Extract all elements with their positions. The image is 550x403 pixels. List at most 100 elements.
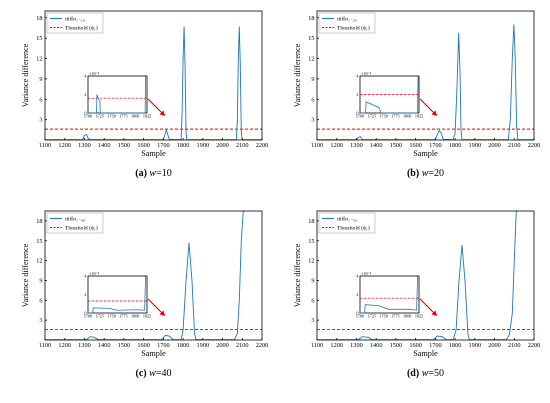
y-tick-label: 3 [39,317,42,324]
x-tick-label: 2200 [528,142,541,149]
inset-x-tick-label: 1750 [107,114,115,119]
x-tick-label: 1900 [469,342,482,349]
x-axis-label: Sample [141,349,166,358]
inset-y-tick-label: 4 [356,274,359,279]
inset-x-tick-label: 1800 [403,314,411,319]
plot-frame [44,10,263,141]
x-tick-label: 2200 [528,342,541,349]
series-line-0 [45,211,245,340]
inset-x-tick-label: 1725 [96,314,104,319]
x-tick-label: 1800 [177,142,190,149]
legend: diffσ₁₋₂₀ Threshold (ϕ₁) [318,12,376,34]
y-tick-label: 6 [39,96,42,103]
legend-label-series: diffσ₁₋₂₀ [337,16,357,23]
y-tick-label: 12 [308,56,314,63]
x-tick-label: 2000 [216,142,229,149]
caption-param: w [422,168,429,179]
y-tick-label: 18 [36,15,42,22]
x-tick-label: 1800 [177,342,190,349]
x-axis-label: Sample [141,149,166,158]
y-tick-label: 9 [311,76,314,83]
x-tick-label: 1200 [58,142,71,149]
series-line-0 [45,26,262,140]
arrow-icon [147,98,164,115]
x-tick-label: 1600 [409,342,422,349]
inset-y-tick-label: 4 [84,274,87,279]
x-tick-label: 1900 [197,342,210,349]
caption-letter: (d) [407,368,422,379]
caption-param: w [422,368,429,379]
arrow-head-icon [431,310,437,316]
inset-x-tick-label: 1725 [96,114,104,119]
inset-y-tick-label: 0 [84,111,86,116]
panel-caption: (b) w=20 [407,168,444,179]
x-tick-label: 1100 [39,142,51,149]
x-tick-label: 1700 [157,142,170,149]
legend-label-series: diffσ₁₋₁₀ [65,16,85,23]
arrow-icon [419,98,436,115]
x-tick-label: 1100 [311,142,323,149]
inset-x-tick-label: 1825 [143,114,151,119]
inset-frame [87,275,148,314]
inset-x-tick-label: 1750 [379,114,387,119]
x-tick-label: 1500 [118,342,131,349]
y-tick-label: 3 [39,117,42,124]
panel-caption: (a) w=10 [135,168,171,179]
inset-exponent-label: ×10⁻⁴ [361,271,372,276]
inset-y-tick-label: 4 [84,74,87,79]
x-tick-label: 1900 [469,142,482,149]
y-tick-label: 15 [36,35,42,42]
arrow-head-icon [159,310,165,316]
panel-caption: (c) w=40 [136,368,172,379]
x-tick-label: 1700 [429,342,442,349]
inset-exponent-label: ×10⁻⁴ [89,271,100,276]
legend-label-threshold: Threshold (ϕ₁) [65,25,98,32]
caption-param: w [149,168,156,179]
x-tick-label: 1600 [409,142,422,149]
legend-label-threshold: Threshold (ϕ₁) [337,25,370,32]
arrow-head-icon [431,110,437,116]
plot-frame [316,10,535,141]
inset-chart: 1700 1725 1750 1775 1800 1825 0 2 4 ×10⁻⁴ [356,271,423,319]
x-tick-label: 1300 [350,142,363,149]
y-tick-label: 12 [36,258,42,265]
y-tick-label: 15 [36,238,42,245]
y-tick-label: 6 [311,96,314,103]
x-tick-label: 1400 [98,342,111,349]
legend-label-series: diffσ₁₋₅₀ [337,216,357,223]
inset-x-tick-label: 1800 [131,114,139,119]
inset-frame [359,275,420,314]
plot-frame [44,210,263,341]
inset-series-line [88,275,146,314]
inset-y-tick-label: 0 [356,311,358,316]
inset-series-line [360,275,418,314]
inset-x-tick-label: 1700 [84,114,92,119]
caption-value: =50 [428,368,444,379]
legend: diffσ₁₋₅₀ Threshold (ϕ₁) [318,212,376,234]
inset-x-tick-label: 1700 [356,114,364,119]
x-tick-label: 1200 [330,142,343,149]
legend-label-threshold: Threshold (ϕ₁) [65,225,98,232]
inset-series-line [360,75,419,114]
x-tick-label: 1100 [39,342,51,349]
inset-chart: 1700 1725 1750 1775 1800 1825 0 2 4 ×10⁻⁴ [84,71,151,119]
inset-x-tick-label: 1825 [143,314,151,319]
y-tick-label: 18 [308,218,314,225]
x-tick-label: 1600 [137,142,150,149]
series-line-0 [317,211,518,340]
inset-x-tick-label: 1700 [84,314,92,319]
inset-x-tick-label: 1775 [391,114,399,119]
x-tick-label: 1300 [78,142,91,149]
x-tick-label: 1200 [330,342,343,349]
inset-y-tick-label: 2 [84,292,86,297]
y-tick-label: 3 [311,117,314,124]
x-tick-label: 1100 [311,342,323,349]
caption-value: =10 [156,168,172,179]
legend-label-threshold: Threshold (ϕ₁) [337,225,370,232]
x-tick-label: 2200 [256,142,269,149]
legend: diffσ₁₋₁₀ Threshold (ϕ₁) [46,12,104,34]
x-tick-label: 1500 [118,142,131,149]
legend-label-series: diffσ₁₋₄₀ [65,216,85,223]
arrow-icon [419,298,436,315]
inset-y-tick-label: 2 [84,92,86,97]
